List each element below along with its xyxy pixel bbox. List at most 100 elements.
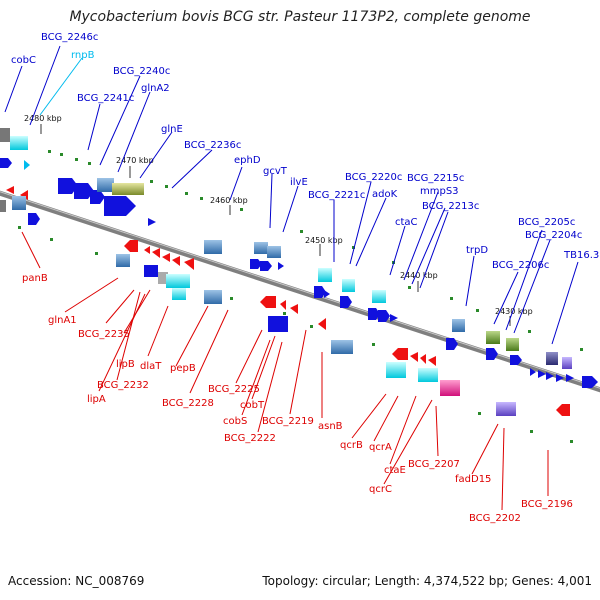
feature-block (0, 200, 6, 212)
feature-block (172, 288, 186, 300)
feature-block (331, 340, 353, 354)
reverse-connectors (21, 231, 549, 511)
gene-label-bcg-2219: BCG_2219 (262, 416, 314, 427)
feature-block (144, 265, 158, 277)
feature-block (506, 338, 519, 351)
reverse-arrow (260, 296, 276, 308)
reverse-arrow (144, 246, 150, 254)
gene-label-bcg-2221c: BCG_2221c (308, 190, 365, 201)
feature-block (386, 362, 406, 378)
gene-label-panb: panB (22, 273, 48, 284)
accession-label: Accession: NC_008769 (8, 574, 145, 588)
feature-block (496, 402, 516, 416)
feature-block (452, 319, 465, 332)
feature-block (418, 368, 438, 382)
gene-label-bcg-2215c: BCG_2215c (407, 173, 464, 184)
gene-label-trpd: trpD (466, 245, 488, 256)
gene-label-qcra: qcrA (369, 442, 392, 453)
genome-backbone (0, 190, 600, 393)
gene-label-glna1: glnA1 (48, 315, 77, 326)
forward-arrow (510, 355, 522, 365)
gene-label-mmps3: mmpS3 (420, 186, 459, 197)
forward-arrow (0, 158, 12, 168)
gene-label-bcg-2235: BCG_2235 (78, 329, 130, 340)
feature-block (204, 290, 222, 304)
feature-block (12, 196, 26, 210)
gene-label-cobt: cobT (240, 400, 265, 411)
reverse-arrow (410, 352, 418, 362)
forward-arrow (530, 368, 536, 376)
forward-label-group: cobC BCG_2246c rnpB BCG_2240c BCG_2241c … (11, 32, 599, 271)
reverse-arrow (428, 356, 436, 366)
reverse-arrow (392, 348, 408, 360)
forward-features (0, 128, 598, 388)
gene-label-cobc: cobC (11, 55, 36, 66)
reverse-arrow (420, 354, 426, 364)
gene-label-bcg-2236c: BCG_2236c (184, 140, 241, 151)
gene-label-bcg-2240c: BCG_2240c (113, 66, 170, 77)
gene-label-fadd15: fadD15 (455, 474, 491, 485)
forward-arrow (28, 213, 40, 225)
gene-label-ilve: ilvE (290, 177, 308, 188)
gene-label-bcg-2207: BCG_2207 (408, 459, 460, 470)
gene-label-bcg-2228: BCG_2228 (162, 398, 214, 409)
ring-dots (18, 150, 583, 443)
gene-label-pepb: pepB (170, 363, 196, 374)
gene-label-bcg-2225: BCG_2225 (208, 384, 260, 395)
gene-label-bcg-2206c: BCG_2206c (492, 260, 549, 271)
gene-label-qcrb: qcrB (340, 440, 363, 451)
gene-label-bcg-2246c: BCG_2246c (41, 32, 98, 43)
gene-label-asnb: asnB (318, 421, 343, 432)
gene-label-bcg-2202: BCG_2202 (469, 513, 521, 524)
gene-label-bcg-2232: BCG_2232 (97, 380, 149, 391)
reverse-arrow (280, 300, 286, 310)
gene-label-ctae: ctaE (384, 465, 406, 476)
forward-arrow (250, 259, 262, 269)
reverse-arrow (556, 404, 570, 416)
tick-group: 2480 kbp 2470 kbp 2460 kbp 2450 kbp 2440… (24, 114, 533, 326)
feature-block (254, 242, 268, 254)
forward-arrow (74, 183, 94, 199)
gene-label-qcrc: qcrC (369, 484, 392, 495)
map-title: Mycobacterium bovis BCG str. Pasteur 117… (69, 9, 531, 25)
feature-block (112, 183, 144, 195)
feature-block (486, 331, 500, 344)
forward-arrow (368, 308, 380, 320)
feature-block (546, 352, 558, 365)
gene-label-cobs: cobS (223, 416, 247, 427)
gene-label-ctac: ctaC (395, 217, 418, 228)
gene-label-glna2: glnA2 (141, 83, 170, 94)
gene-label-glne: glnE (161, 124, 183, 135)
forward-arrow (566, 374, 574, 382)
forward-arrow (546, 372, 554, 380)
reverse-features (0, 186, 570, 416)
tick-label: 2450 kbp (305, 236, 343, 245)
feature-block (10, 136, 28, 150)
tick-label: 2430 kbp (495, 307, 533, 316)
feature-block (204, 240, 222, 254)
gene-label-gcvt: gcvT (263, 166, 288, 177)
forward-arrow (314, 286, 326, 298)
feature-block (342, 279, 355, 292)
forward-arrow (90, 190, 105, 204)
forward-arrow (446, 338, 458, 350)
gene-label-bcg-2205c: BCG_2205c (518, 217, 575, 228)
forward-arrow (538, 370, 546, 378)
forward-connectors (4, 45, 579, 345)
feature-block (158, 272, 168, 284)
forward-arrow (324, 290, 330, 298)
feature-block (318, 268, 332, 282)
gene-label-tb16-3: TB16.3 (563, 250, 599, 261)
reverse-arrow (6, 186, 14, 194)
feature-block (116, 254, 130, 267)
feature-block (562, 357, 572, 369)
gene-label-bcg-2213c: BCG_2213c (422, 201, 479, 212)
reverse-arrow (290, 304, 298, 314)
tick-label: 2460 kbp (210, 196, 248, 205)
gene-label-dlat: dlaT (140, 361, 162, 372)
forward-arrow (486, 348, 498, 360)
reverse-arrow (124, 240, 138, 252)
tick-label: 2480 kbp (24, 114, 62, 123)
forward-arrow (278, 262, 284, 270)
